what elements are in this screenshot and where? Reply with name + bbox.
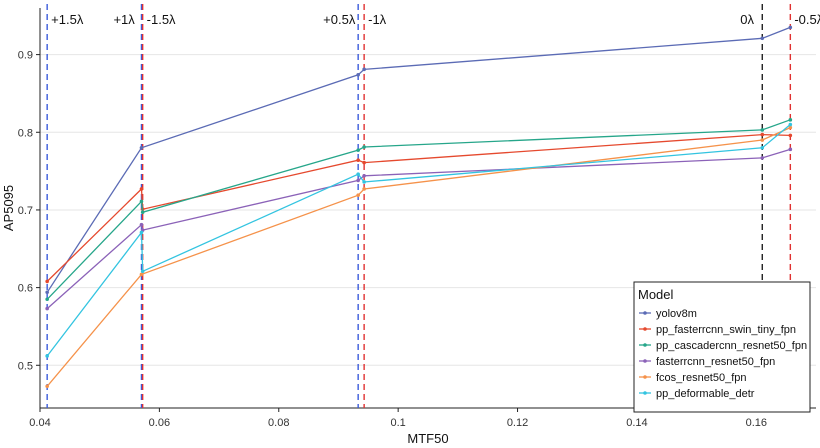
data-point: [139, 146, 144, 150]
legend-item: fasterrcnn_resnet50_fpn: [639, 356, 775, 368]
data-point: [356, 178, 360, 183]
data-point: [140, 210, 145, 215]
legend-swatch-point: [643, 375, 647, 379]
legend-label: pp_fasterrcnn_swin_tiny_fpn: [656, 324, 796, 336]
data-point: [788, 125, 793, 130]
data-point: [362, 145, 366, 149]
legend-item: pp_deformable_detr: [639, 388, 755, 400]
data-point: [788, 122, 793, 127]
data-point: [362, 67, 366, 72]
legend-swatch-point: [643, 391, 647, 395]
series-fcos_resnet50_fpn: [45, 125, 793, 389]
data-point: [362, 160, 366, 165]
data-point: [788, 25, 793, 30]
data-point: [760, 36, 765, 41]
data-point: [788, 147, 793, 152]
legend-label: yolov8m: [656, 308, 697, 320]
data-point: [356, 72, 360, 77]
reference-line-label: +0.5λ: [323, 12, 356, 27]
legend-item: yolov8m: [639, 308, 697, 320]
data-point: [760, 138, 765, 142]
legend-label: fcos_resnet50_fpn: [656, 372, 747, 384]
x-tick-label: 0.06: [149, 417, 170, 429]
series-yolov8m: [45, 25, 793, 295]
legend-label: pp_cascadercnn_resnet50_fpn: [656, 340, 807, 352]
reference-line-label: -0.5λ: [794, 12, 820, 27]
data-point: [356, 148, 360, 152]
y-tick-label: 0.8: [18, 127, 33, 139]
data-point: [760, 128, 765, 132]
reference-line-label: +1λ: [113, 12, 135, 27]
y-tick-label: 0.7: [18, 205, 33, 217]
data-point: [760, 146, 765, 150]
data-point: [139, 187, 144, 191]
legend-item: pp_fasterrcnn_swin_tiny_fpn: [639, 324, 796, 336]
legend-title: Model: [638, 287, 674, 302]
series-pp_deformable_detr: [45, 122, 793, 358]
data-point: [139, 222, 144, 227]
data-point: [362, 180, 366, 184]
x-tick-label: 0.16: [746, 417, 767, 429]
data-point: [356, 193, 360, 197]
y-ticks: 0.5 0.6 0.7 0.8 0.9: [18, 50, 40, 372]
data-point: [788, 133, 793, 138]
x-axis-title: MTF50: [407, 431, 448, 446]
legend: Model yolov8m pp_fasterrcnn_swin_tiny_fpn…: [633, 281, 811, 413]
series-lines: [45, 25, 793, 389]
reference-line-label: -1.5λ: [147, 12, 176, 27]
data-point: [139, 230, 144, 235]
legend-swatch-point: [643, 359, 647, 363]
data-point: [760, 132, 765, 137]
data-point: [45, 290, 49, 295]
reference-line-label: 0λ: [740, 12, 754, 27]
data-point: [45, 279, 49, 284]
x-tick-label: 0.12: [507, 417, 528, 429]
y-tick-label: 0.9: [18, 50, 33, 62]
legend-items: yolov8m pp_fasterrcnn_swin_tiny_fpn pp_cas…: [639, 308, 807, 400]
data-point: [760, 156, 765, 160]
series-pp_cascadercnn_resnet50_fpn: [45, 118, 793, 302]
legend-swatch-point: [643, 343, 647, 347]
y-axis-title: AP5095: [1, 185, 16, 231]
data-point: [140, 269, 145, 274]
legend-label: pp_deformable_detr: [656, 388, 755, 400]
data-point: [362, 187, 366, 191]
series-line: [46, 127, 791, 387]
legend-swatch-point: [643, 327, 647, 331]
series-fasterrcnn_resnet50_fpn: [45, 147, 793, 311]
data-point: [139, 272, 144, 277]
data-point: [356, 158, 360, 163]
data-point: [362, 173, 366, 178]
x-tick-label: 0.04: [29, 417, 50, 429]
data-point: [788, 118, 793, 122]
reference-line-label: +1.5λ: [51, 12, 84, 27]
data-point: [45, 354, 49, 358]
legend-item: pp_cascadercnn_resnet50_fpn: [639, 340, 807, 352]
data-point: [356, 172, 360, 177]
legend-box: [633, 281, 811, 413]
reference-line-label: -1λ: [368, 12, 387, 27]
x-tick-label: 0.1: [391, 417, 406, 429]
data-point: [139, 199, 144, 204]
legend-item: fcos_resnet50_fpn: [639, 372, 747, 384]
x-tick-label: 0.14: [626, 417, 647, 429]
legend-label: fasterrcnn_resnet50_fpn: [656, 356, 775, 368]
y-tick-label: 0.5: [18, 360, 33, 372]
data-point: [45, 384, 49, 389]
x-ticks: 0.04 0.06 0.08 0.1 0.12 0.14 0.16: [29, 408, 767, 429]
x-tick-label: 0.08: [268, 417, 289, 429]
series-line: [46, 26, 791, 293]
data-point: [45, 297, 49, 302]
data-point: [45, 306, 49, 311]
y-tick-label: 0.6: [18, 283, 33, 295]
legend-swatch-point: [643, 311, 647, 315]
